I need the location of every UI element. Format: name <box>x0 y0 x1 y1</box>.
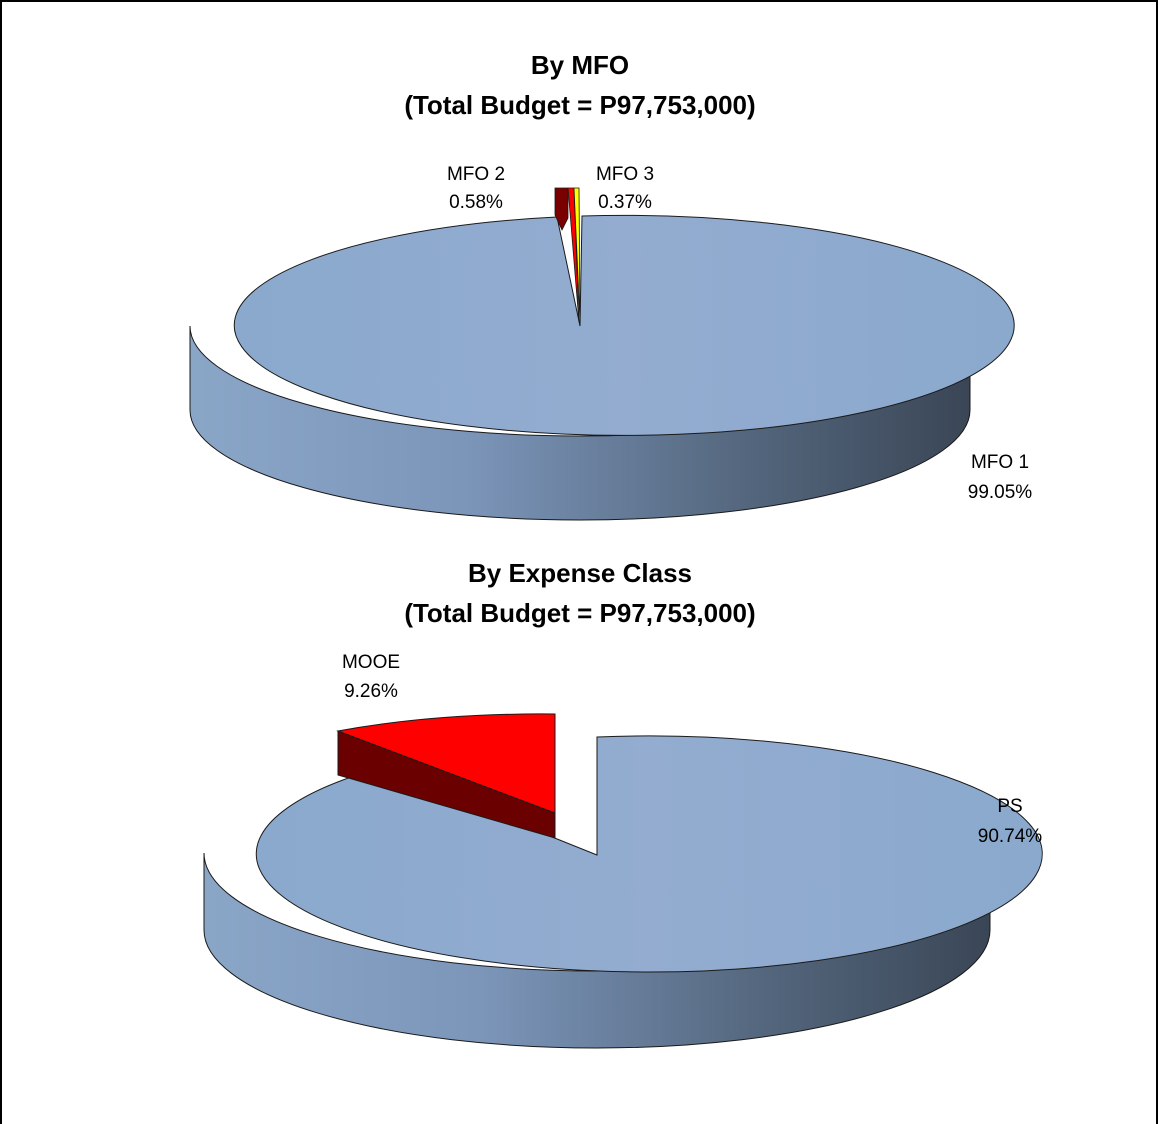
chart1-subtitle: (Total Budget = P97,753,000) <box>404 90 755 120</box>
label-mfo-2-pct: 0.58% <box>449 192 503 213</box>
label-mfo-2-name: MFO 2 <box>447 164 505 185</box>
label-ps-name: PS <box>997 796 1022 817</box>
label-mfo-1-name: MFO 1 <box>971 452 1029 473</box>
chart2-title: By Expense Class <box>468 558 692 588</box>
chart2-subtitle: (Total Budget = P97,753,000) <box>404 598 755 628</box>
pie-slice-mfo-1 <box>234 215 1014 435</box>
label-mfo-1-pct: 99.05% <box>968 482 1033 503</box>
pie-chart-by-expense-class: By Expense Class (Total Budget = P97,753… <box>204 558 1042 1048</box>
label-mooe-name: MOOE <box>342 652 400 673</box>
label-mfo-3-name: MFO 3 <box>596 164 654 185</box>
label-mfo-3-pct: 0.37% <box>598 192 652 213</box>
label-ps-pct: 90.74% <box>978 826 1043 847</box>
chart1-title: By MFO <box>531 50 629 80</box>
pie-chart-by-mfo: By MFO (Total Budget = P97,753,000) MFO … <box>190 50 1032 520</box>
label-mooe-pct: 9.26% <box>344 681 398 702</box>
